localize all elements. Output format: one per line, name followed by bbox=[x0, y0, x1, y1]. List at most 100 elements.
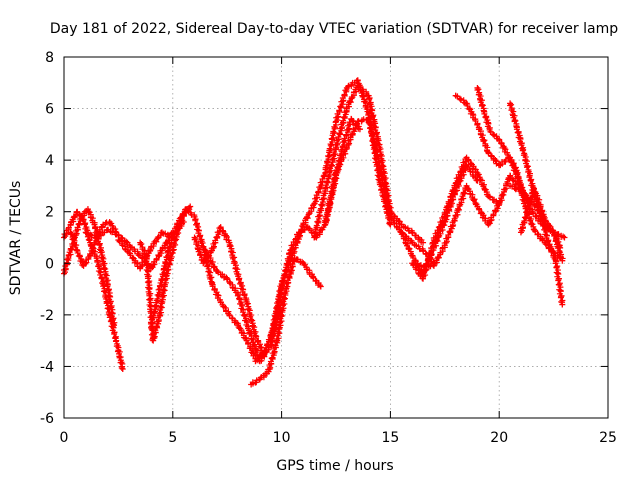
data-point-trail bbox=[546, 243, 559, 262]
series-pass-7 bbox=[147, 206, 259, 362]
data-point bbox=[119, 366, 126, 373]
data-point-trail bbox=[464, 163, 480, 184]
data-point-trail bbox=[224, 276, 241, 296]
data-point-trail bbox=[441, 215, 458, 247]
data-point-trail bbox=[310, 273, 324, 289]
data-point-trail bbox=[149, 312, 164, 342]
data-point-trail bbox=[104, 281, 118, 328]
data-point-trail bbox=[234, 292, 252, 332]
data-point-trail bbox=[279, 254, 295, 285]
data-point-trail bbox=[293, 256, 306, 266]
data-point-trail bbox=[530, 186, 544, 208]
data-point-trail bbox=[322, 119, 339, 176]
data-point bbox=[559, 301, 566, 308]
y-axis-title: SDTVAR / TECUs bbox=[8, 181, 24, 296]
data-point bbox=[111, 322, 118, 329]
data-point-trail bbox=[333, 145, 350, 174]
data-point-trail bbox=[486, 193, 502, 207]
x-axis-title: GPS time / hours bbox=[276, 458, 393, 474]
data-point-trail bbox=[366, 94, 383, 148]
x-tick-label: 0 bbox=[60, 430, 69, 446]
data-point-trail bbox=[244, 339, 259, 362]
x-tick-label: 25 bbox=[599, 430, 617, 446]
data-point-trail bbox=[518, 188, 534, 203]
data-point-trail bbox=[156, 248, 172, 290]
data-point-trail bbox=[474, 171, 491, 198]
x-tick-label: 10 bbox=[273, 430, 291, 446]
data-point-trail bbox=[71, 215, 85, 239]
data-point-trail bbox=[519, 147, 533, 177]
series-pass-4 bbox=[82, 226, 176, 272]
data-point-trail bbox=[333, 87, 350, 124]
data-point bbox=[158, 229, 165, 236]
data-point-trail bbox=[265, 339, 281, 373]
data-point-trail bbox=[377, 164, 394, 218]
data-point-trail bbox=[257, 370, 270, 381]
plot-frame bbox=[63, 56, 609, 419]
x-tick-label: 15 bbox=[381, 430, 399, 446]
data-point-trail bbox=[273, 288, 290, 343]
data-point-trail bbox=[80, 254, 92, 267]
data-point-trail bbox=[532, 227, 545, 242]
gridlines bbox=[64, 57, 608, 418]
series-pass-8 bbox=[191, 224, 268, 360]
data-point-trail bbox=[267, 282, 286, 343]
data-point-trail bbox=[465, 156, 479, 175]
data-point-trail bbox=[474, 121, 491, 155]
data-point-trail bbox=[486, 202, 502, 227]
data-point-trail bbox=[355, 116, 370, 125]
y-tick-label: -6 bbox=[40, 411, 54, 427]
data-point-trail bbox=[226, 241, 242, 278]
data-point bbox=[187, 203, 194, 210]
data-point-trail bbox=[417, 262, 437, 270]
data-point-trail bbox=[74, 248, 86, 268]
data-point bbox=[561, 234, 568, 241]
data-point-trail bbox=[243, 300, 259, 337]
data-point-trail bbox=[321, 171, 339, 226]
data-point-trail bbox=[487, 129, 501, 142]
y-tick-label: 2 bbox=[45, 205, 54, 221]
data-point-trail bbox=[217, 299, 232, 317]
x-tick-label: 20 bbox=[490, 430, 508, 446]
data-point-trail bbox=[174, 206, 189, 227]
data-point-trail bbox=[60, 256, 72, 276]
data-point-trail bbox=[322, 145, 340, 192]
data-point-trail bbox=[112, 338, 126, 372]
series-pass-17 bbox=[415, 172, 524, 270]
y-tick-label: -4 bbox=[40, 359, 54, 375]
x-tick-label: 5 bbox=[168, 430, 177, 446]
data-point-trail bbox=[147, 286, 163, 330]
series-pass-16 bbox=[409, 154, 503, 282]
data-point-trail bbox=[441, 182, 458, 216]
y-tick-label: 0 bbox=[45, 256, 54, 272]
chart-title: Day 181 of 2022, Sidereal Day-to-day VTE… bbox=[50, 21, 618, 37]
data-point-trail bbox=[148, 247, 165, 271]
data-point-trail bbox=[339, 116, 355, 150]
data-point-trail bbox=[496, 137, 511, 156]
data-point-trail bbox=[552, 258, 566, 306]
data-point bbox=[559, 257, 566, 264]
data-point-trail bbox=[481, 108, 493, 133]
data-point bbox=[387, 221, 394, 228]
data-point-trail bbox=[300, 202, 317, 227]
data-point-trail bbox=[192, 216, 207, 250]
series-pass-14 bbox=[321, 115, 437, 267]
data-point-trail bbox=[65, 235, 78, 259]
data-point-trail bbox=[507, 101, 520, 129]
data-point-trail bbox=[551, 231, 566, 262]
data-point-trail bbox=[431, 244, 448, 267]
data-point bbox=[420, 239, 427, 246]
data-point-trail bbox=[464, 184, 480, 208]
data-point-trail bbox=[311, 190, 329, 239]
data-point-trail bbox=[464, 101, 481, 127]
series-pass-10 bbox=[248, 255, 324, 388]
data-point-trail bbox=[203, 248, 220, 273]
data-point-trail bbox=[485, 150, 502, 168]
axis-ticks: 0 5 10 15 20 25 -6 -4 -2 0 2 4 6 8 bbox=[40, 50, 617, 446]
data-point-trail bbox=[529, 199, 546, 219]
series-pass-22 bbox=[507, 182, 566, 264]
data-point-trail bbox=[97, 249, 111, 285]
data-points bbox=[60, 77, 568, 388]
y-tick-label: -2 bbox=[40, 308, 54, 324]
data-point-trail bbox=[398, 230, 414, 257]
